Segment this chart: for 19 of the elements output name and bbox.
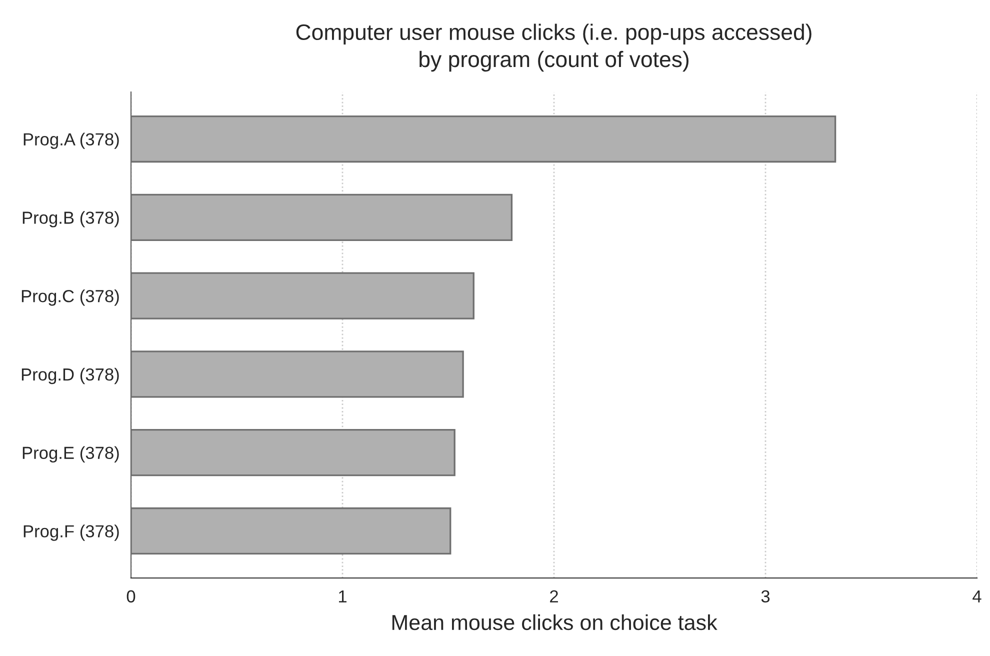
x-axis-title: Mean mouse clicks on choice task — [392, 614, 718, 630]
chart-title: Computer user mouse clicks (i.e. pop-ups accessed) by program (count of votes) — [296, 24, 812, 72]
x-tick-label: 2 — [550, 590, 558, 602]
x-tick-label: 4 — [972, 590, 982, 602]
bar — [131, 429, 456, 476]
y-tick-label: Prog.F (378) — [24, 524, 119, 541]
y-tick-label: Prog.E (378) — [22, 446, 119, 462]
y-tick-label: Prog.D (378) — [22, 368, 119, 384]
y-tick-label: Prog.A (378) — [24, 132, 119, 149]
bar — [131, 115, 836, 163]
y-tick-label: Prog.B (378) — [22, 211, 119, 228]
x-tick-label: 1 — [338, 590, 346, 602]
bar — [131, 507, 452, 555]
y-tick-label: Prog.C (378) — [22, 290, 119, 306]
bar — [131, 350, 464, 398]
x-tick-label: 0 — [126, 590, 136, 603]
x-tick-label: 3 — [761, 590, 770, 603]
bar — [131, 194, 513, 241]
bar — [131, 272, 474, 320]
